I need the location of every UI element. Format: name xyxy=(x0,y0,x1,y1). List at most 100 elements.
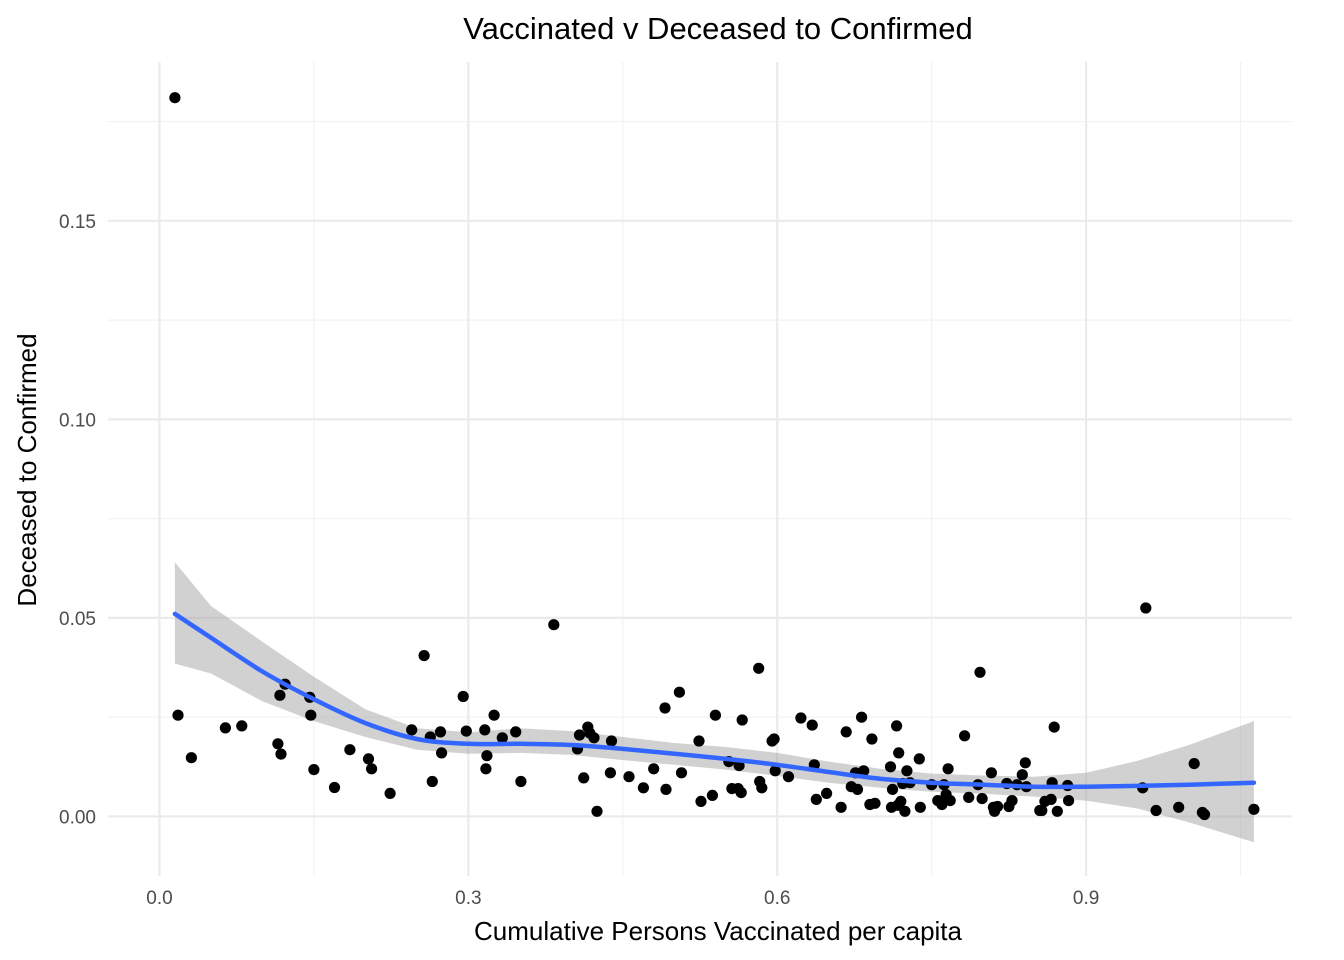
data-point xyxy=(709,709,722,721)
data-point xyxy=(637,782,650,794)
data-point xyxy=(913,753,925,765)
data-point xyxy=(272,738,284,750)
data-point xyxy=(1188,758,1200,770)
data-point xyxy=(769,765,781,777)
tick-labels: 0.0 0.3 0.6 0.9 0.00 0.05 0.10 0.15 xyxy=(59,212,1099,909)
data-point xyxy=(675,767,688,779)
data-point xyxy=(591,805,603,817)
data-point xyxy=(328,781,341,794)
data-point xyxy=(605,735,618,747)
data-point xyxy=(1048,721,1060,733)
data-point xyxy=(305,709,317,721)
data-point xyxy=(344,744,356,756)
data-point xyxy=(578,772,590,784)
data-point xyxy=(660,783,672,796)
data-point xyxy=(944,795,956,807)
y-tick-label: 0.15 xyxy=(59,212,96,233)
data-point xyxy=(1248,803,1260,815)
data-point xyxy=(623,771,635,783)
data-point xyxy=(573,729,586,741)
grid-lines xyxy=(108,62,1292,876)
data-point xyxy=(457,690,469,703)
data-point xyxy=(899,805,911,817)
data-point xyxy=(736,714,748,726)
data-point xyxy=(735,787,747,799)
data-point xyxy=(604,767,617,779)
data-point xyxy=(659,702,671,714)
data-point xyxy=(768,733,780,745)
data-point xyxy=(172,709,184,721)
data-point xyxy=(510,726,522,738)
data-point xyxy=(219,722,231,734)
data-point xyxy=(548,619,560,631)
data-point xyxy=(856,711,868,723)
data-point xyxy=(1045,793,1057,806)
data-point xyxy=(821,787,833,800)
data-point xyxy=(974,666,986,678)
data-point xyxy=(693,735,705,747)
data-point xyxy=(835,801,847,813)
chart-title: Vaccinated v Deceased to Confirmed xyxy=(463,11,972,46)
data-point xyxy=(840,726,852,738)
data-point xyxy=(274,689,286,701)
data-point xyxy=(851,783,864,796)
data-point xyxy=(308,764,320,776)
data-point xyxy=(886,783,899,796)
data-point xyxy=(1006,795,1018,807)
data-point xyxy=(1150,804,1162,817)
smooth-line xyxy=(172,611,1257,790)
data-point xyxy=(481,750,493,762)
data-point xyxy=(901,765,913,777)
data-point xyxy=(460,725,472,737)
data-point xyxy=(436,747,448,759)
data-point xyxy=(884,761,897,773)
y-tick-label: 0.00 xyxy=(59,807,96,828)
data-point xyxy=(866,733,878,745)
data-point xyxy=(869,797,881,809)
x-tick-label: 0.3 xyxy=(455,888,481,909)
data-point xyxy=(756,782,768,794)
data-point xyxy=(858,765,870,777)
data-point xyxy=(985,767,998,779)
data-point xyxy=(418,650,430,662)
data-point xyxy=(942,763,954,775)
data-point xyxy=(1173,801,1185,813)
data-point xyxy=(480,763,492,775)
data-point xyxy=(275,748,287,760)
data-point xyxy=(384,787,396,800)
data-point xyxy=(753,662,765,674)
smooth-line-layer xyxy=(172,611,1257,790)
data-point xyxy=(806,719,818,731)
data-point xyxy=(795,712,807,724)
data-point xyxy=(588,732,600,744)
x-axis-title: Cumulative Persons Vaccinated per capita xyxy=(474,916,963,946)
data-point xyxy=(479,724,491,736)
y-tick-label: 0.10 xyxy=(59,410,96,431)
data-point xyxy=(891,720,903,732)
data-point xyxy=(185,752,197,764)
data-point xyxy=(991,800,1004,813)
data-point xyxy=(963,791,975,804)
data-point xyxy=(426,775,438,788)
data-point xyxy=(496,732,508,744)
x-tick-label: 0.6 xyxy=(764,888,790,909)
data-point xyxy=(936,798,948,811)
data-point xyxy=(810,793,822,806)
data-point xyxy=(236,720,248,732)
data-point xyxy=(976,793,988,805)
data-point xyxy=(695,795,707,808)
data-point xyxy=(1140,602,1152,614)
data-point xyxy=(406,724,418,736)
y-tick-label: 0.05 xyxy=(59,609,96,630)
data-point xyxy=(1051,805,1063,817)
data-point xyxy=(673,686,686,698)
data-point xyxy=(895,795,907,808)
data-point xyxy=(362,753,375,765)
data-point xyxy=(1019,757,1031,769)
data-point xyxy=(488,709,500,721)
data-point xyxy=(1198,808,1211,821)
data-point xyxy=(959,730,971,742)
data-point xyxy=(434,726,447,738)
data-point xyxy=(914,801,926,813)
